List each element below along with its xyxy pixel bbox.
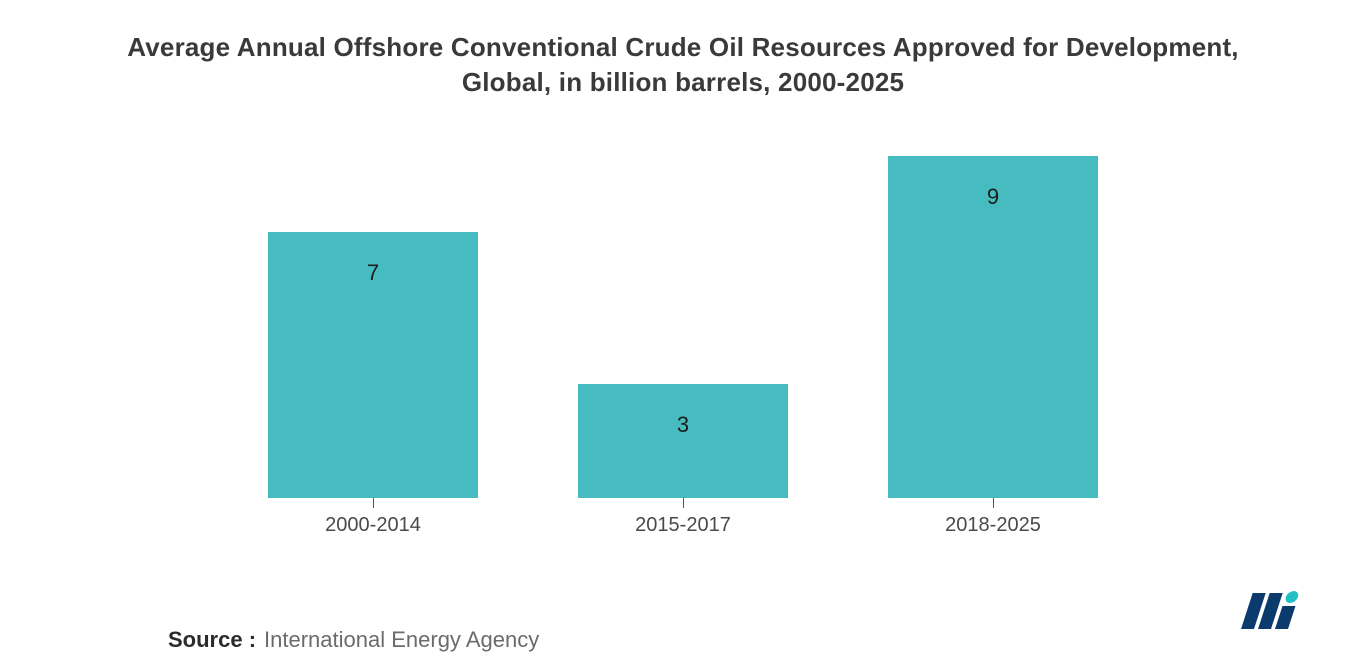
- category-label-2: 2018-2025: [945, 514, 1041, 537]
- category-label-1: 2015-2017: [635, 514, 731, 537]
- bar-2: 9: [888, 156, 1098, 498]
- category-labels-row: 2000-2014 2015-2017 2018-2025: [60, 498, 1306, 537]
- bar-value-0: 7: [367, 260, 379, 286]
- tick-0: [373, 498, 374, 508]
- chart-title: Average Annual Offshore Conventional Cru…: [93, 30, 1273, 100]
- chart-plot-area: 7 3 9: [60, 118, 1306, 498]
- source-text: International Energy Agency: [264, 627, 539, 653]
- mi-logo: [1240, 589, 1302, 629]
- category-label-0: 2000-2014: [325, 514, 421, 537]
- bar-group-0: 7: [218, 118, 528, 498]
- label-group-2: 2018-2025: [838, 498, 1148, 537]
- bar-1: 3: [578, 384, 788, 498]
- bar-group-2: 9: [838, 118, 1148, 498]
- bar-group-1: 3: [528, 118, 838, 498]
- label-group-1: 2015-2017: [528, 498, 838, 537]
- bar-0: 7: [268, 232, 478, 498]
- source-row: Source : International Energy Agency: [168, 627, 1306, 653]
- tick-1: [683, 498, 684, 508]
- tick-2: [993, 498, 994, 508]
- bar-value-1: 3: [677, 412, 689, 438]
- label-group-0: 2000-2014: [218, 498, 528, 537]
- bar-value-2: 9: [987, 184, 999, 210]
- source-label: Source :: [168, 627, 256, 653]
- bars-row: 7 3 9: [60, 118, 1306, 498]
